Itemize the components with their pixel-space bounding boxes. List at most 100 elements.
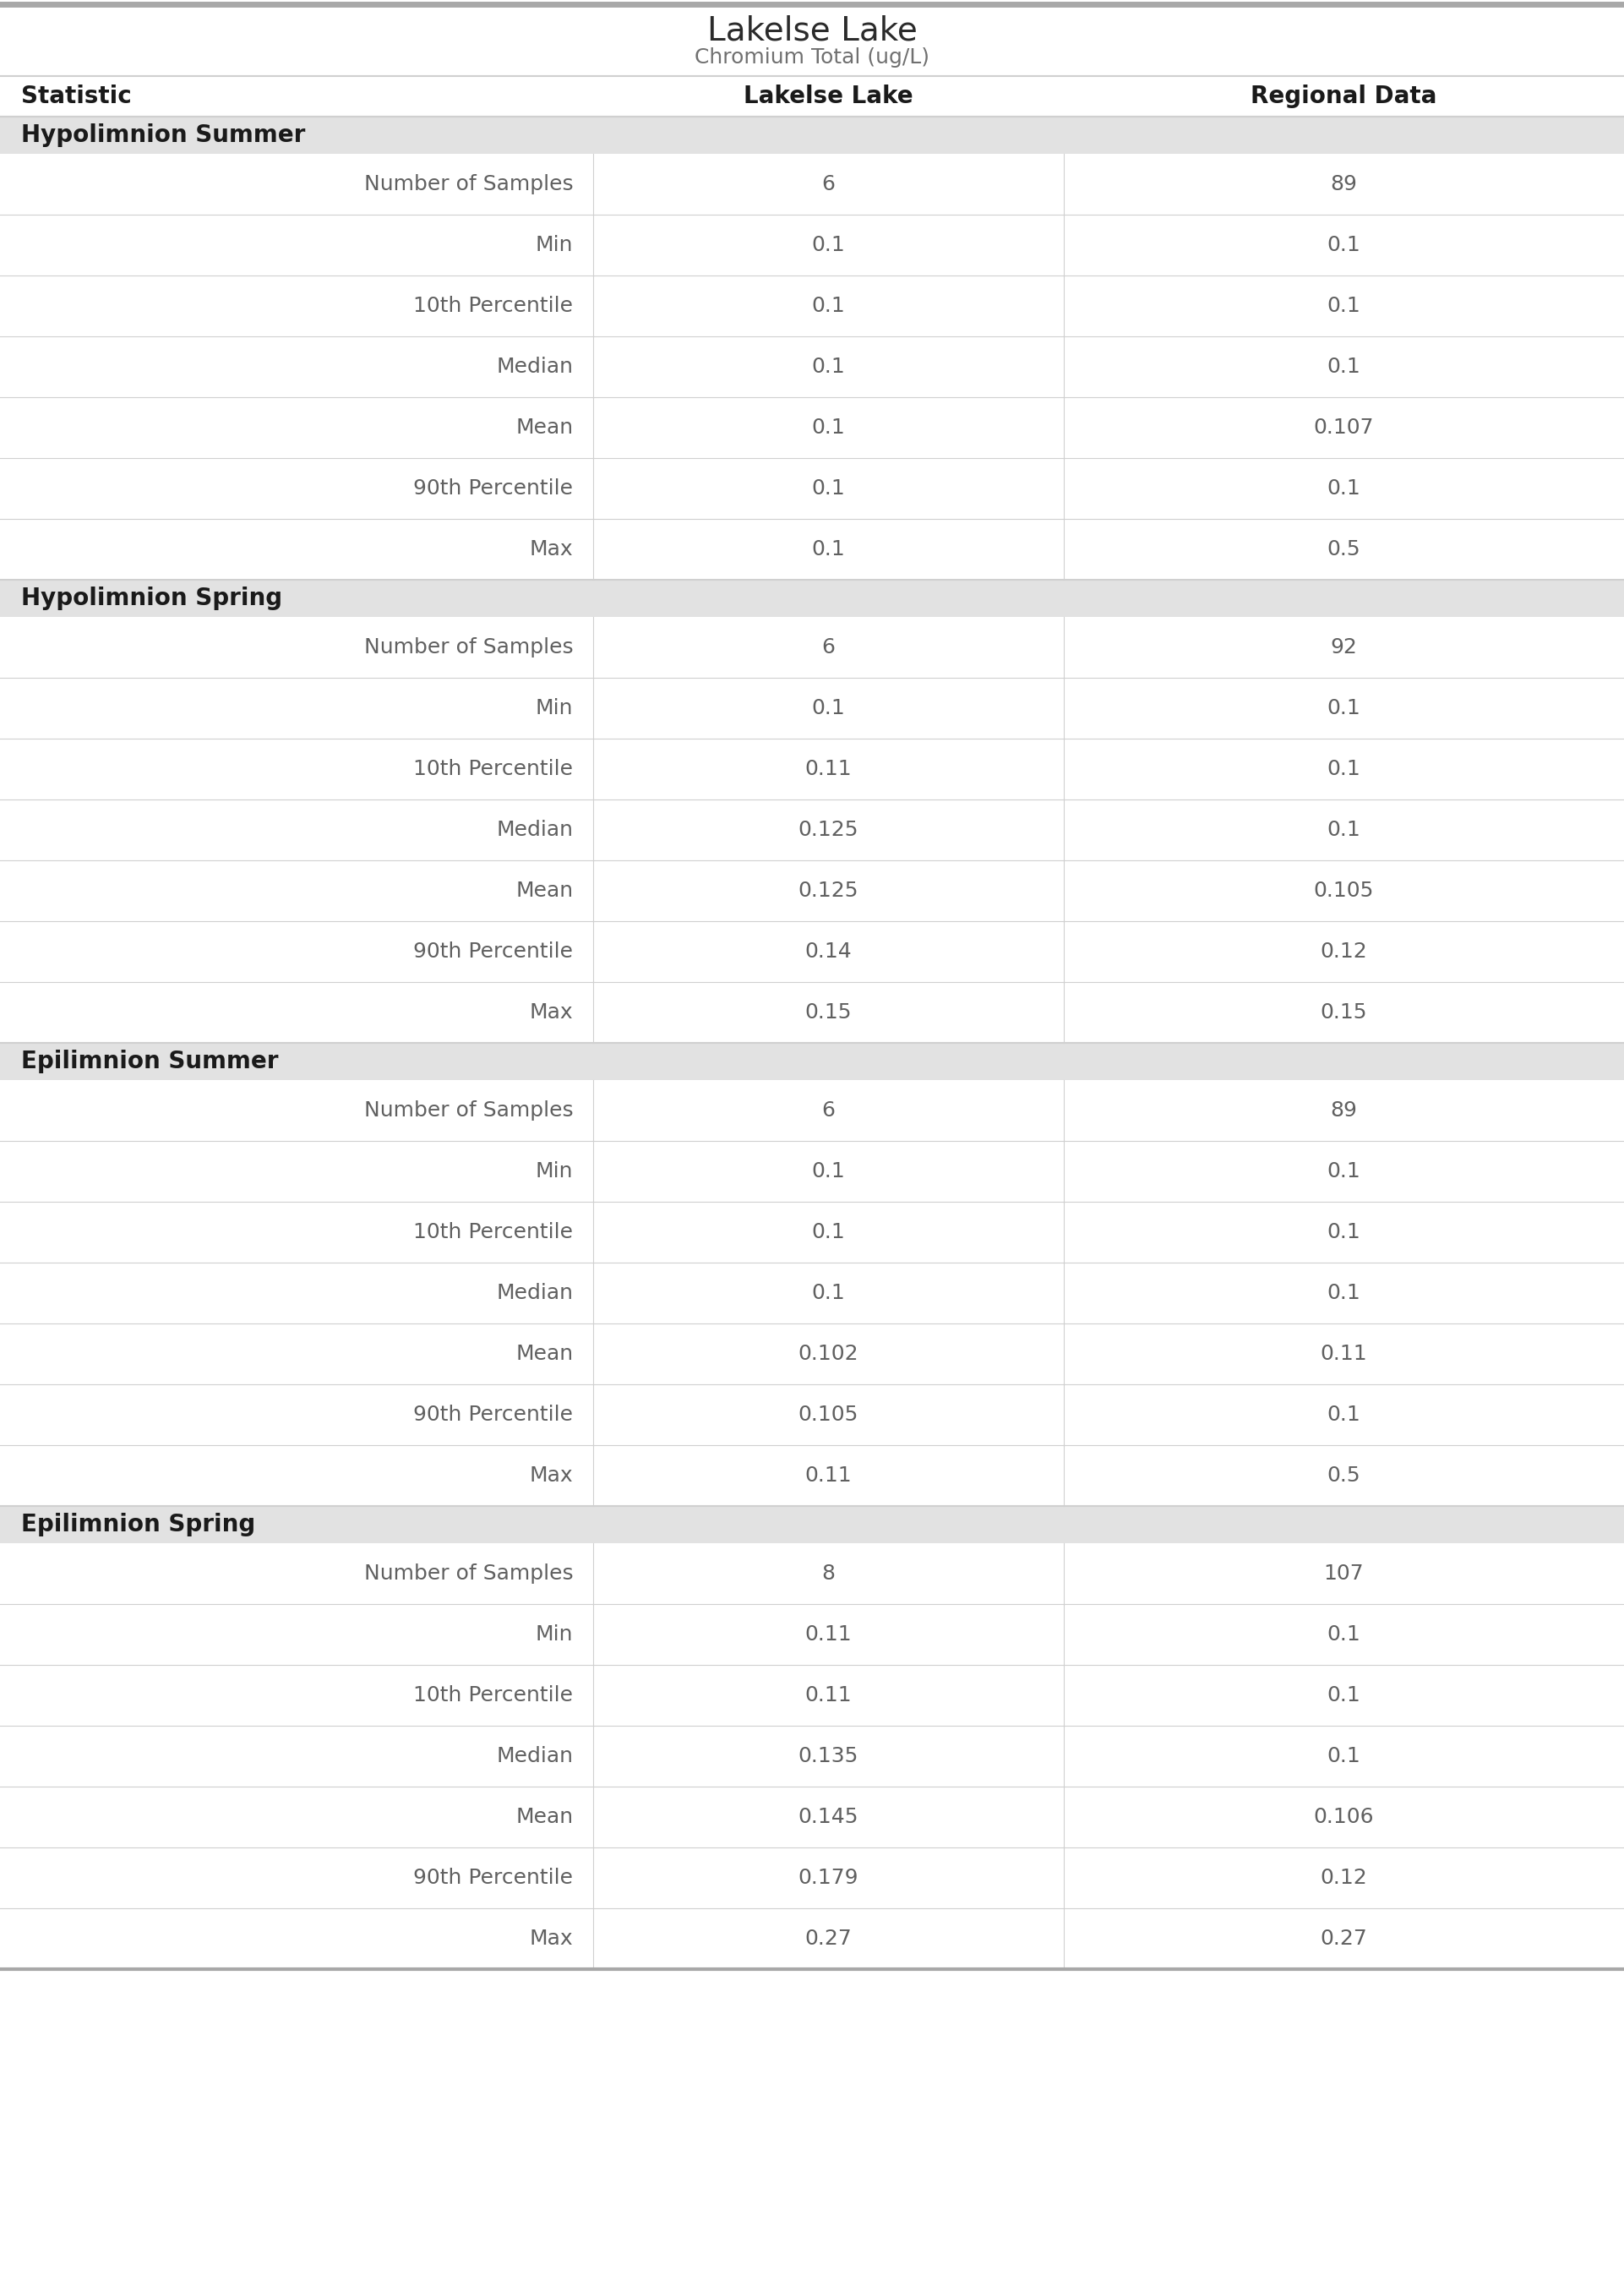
Text: Median: Median [497,356,573,377]
Text: 0.1: 0.1 [1327,356,1361,377]
Text: Number of Samples: Number of Samples [364,1101,573,1121]
Text: Mean: Mean [516,418,573,438]
Text: Statistic: Statistic [21,84,132,109]
Text: Mean: Mean [516,1807,573,1827]
Text: 0.15: 0.15 [806,1003,851,1022]
Text: 90th Percentile: 90th Percentile [414,1405,573,1426]
Text: 0.107: 0.107 [1314,418,1374,438]
Text: 89: 89 [1330,175,1358,195]
Text: 0.1: 0.1 [1327,1746,1361,1766]
Text: 6: 6 [822,1101,835,1121]
Text: Hypolimnion Spring: Hypolimnion Spring [21,586,283,611]
Text: 0.11: 0.11 [806,758,851,779]
Text: 0.1: 0.1 [812,540,844,558]
Text: 0.5: 0.5 [1327,540,1361,558]
Text: 0.1: 0.1 [812,234,844,254]
Bar [0,860,1624,922]
Text: 0.1: 0.1 [812,699,844,717]
Text: Hypolimnion Summer: Hypolimnion Summer [21,123,305,148]
Text: 0.11: 0.11 [1320,1344,1367,1364]
Bar [0,1385,1624,1446]
Text: 0.145: 0.145 [797,1807,859,1827]
Bar [0,1262,1624,1323]
Text: 0.27: 0.27 [1320,1930,1367,1950]
Text: 10th Percentile: 10th Percentile [414,1221,573,1242]
Text: 0.1: 0.1 [1327,1162,1361,1180]
Text: 0.102: 0.102 [797,1344,859,1364]
Text: 0.1: 0.1 [1327,1283,1361,1303]
Text: 0.5: 0.5 [1327,1466,1361,1487]
Text: 0.105: 0.105 [1314,881,1374,901]
Text: Max: Max [529,1466,573,1487]
Bar [0,579,1624,617]
Bar [0,336,1624,397]
Text: Median: Median [497,1283,573,1303]
Text: 0.105: 0.105 [797,1405,859,1426]
Text: 0.179: 0.179 [797,1868,859,1889]
Text: 90th Percentile: 90th Percentile [414,942,573,962]
Text: 0.1: 0.1 [1327,699,1361,717]
Text: 0.1: 0.1 [1327,819,1361,840]
Text: Regional Data: Regional Data [1250,84,1437,109]
Text: 0.12: 0.12 [1320,1868,1367,1889]
Bar [0,1505,1624,1544]
Bar [0,397,1624,459]
Text: 0.1: 0.1 [812,356,844,377]
Bar [0,738,1624,799]
Text: Min: Min [536,234,573,254]
Text: Max: Max [529,1003,573,1022]
Bar [0,216,1624,275]
Bar [0,1909,1624,1968]
Text: 90th Percentile: 90th Percentile [414,479,573,499]
Text: 0.1: 0.1 [812,479,844,499]
Bar [0,1544,1624,1605]
Text: 90th Percentile: 90th Percentile [414,1868,573,1889]
Bar [0,275,1624,336]
Text: 0.125: 0.125 [797,881,859,901]
Text: 0.11: 0.11 [806,1684,851,1705]
Text: 0.1: 0.1 [812,1221,844,1242]
Text: 6: 6 [822,175,835,195]
Text: Min: Min [536,1625,573,1643]
Bar [0,1725,1624,1786]
Text: Epilimnion Spring: Epilimnion Spring [21,1512,255,1537]
Text: 0.1: 0.1 [1327,295,1361,316]
Text: 10th Percentile: 10th Percentile [414,295,573,316]
Text: Number of Samples: Number of Samples [364,175,573,195]
Bar [0,1081,1624,1142]
Text: 6: 6 [822,638,835,658]
Text: 0.1: 0.1 [1327,758,1361,779]
Text: 0.1: 0.1 [1327,479,1361,499]
Text: 0.15: 0.15 [1320,1003,1367,1022]
Bar [0,1201,1624,1262]
Text: 0.1: 0.1 [812,1162,844,1180]
Text: 0.1: 0.1 [1327,1625,1361,1643]
Bar [0,799,1624,860]
Bar [0,1664,1624,1725]
Text: 89: 89 [1330,1101,1358,1121]
Text: 0.27: 0.27 [804,1930,853,1950]
Text: 0.1: 0.1 [1327,1684,1361,1705]
Text: Min: Min [536,1162,573,1180]
Text: 8: 8 [822,1564,835,1584]
Text: Lakelse Lake: Lakelse Lake [744,84,913,109]
Bar [0,1323,1624,1385]
Bar [0,520,1624,579]
Text: 0.1: 0.1 [812,418,844,438]
Text: 0.11: 0.11 [806,1625,851,1643]
Text: 0.1: 0.1 [1327,1221,1361,1242]
Text: Chromium Total (ug/L): Chromium Total (ug/L) [695,48,929,68]
Bar [0,983,1624,1042]
Text: Lakelse Lake: Lakelse Lake [706,16,918,48]
Bar [0,459,1624,520]
Bar [0,922,1624,983]
Text: 0.14: 0.14 [804,942,853,962]
Text: 0.1: 0.1 [812,1283,844,1303]
Bar [0,154,1624,216]
Bar [0,1142,1624,1201]
Text: 10th Percentile: 10th Percentile [414,1684,573,1705]
Text: Epilimnion Summer: Epilimnion Summer [21,1049,278,1074]
Text: 0.125: 0.125 [797,819,859,840]
Bar [0,617,1624,679]
Text: Median: Median [497,819,573,840]
